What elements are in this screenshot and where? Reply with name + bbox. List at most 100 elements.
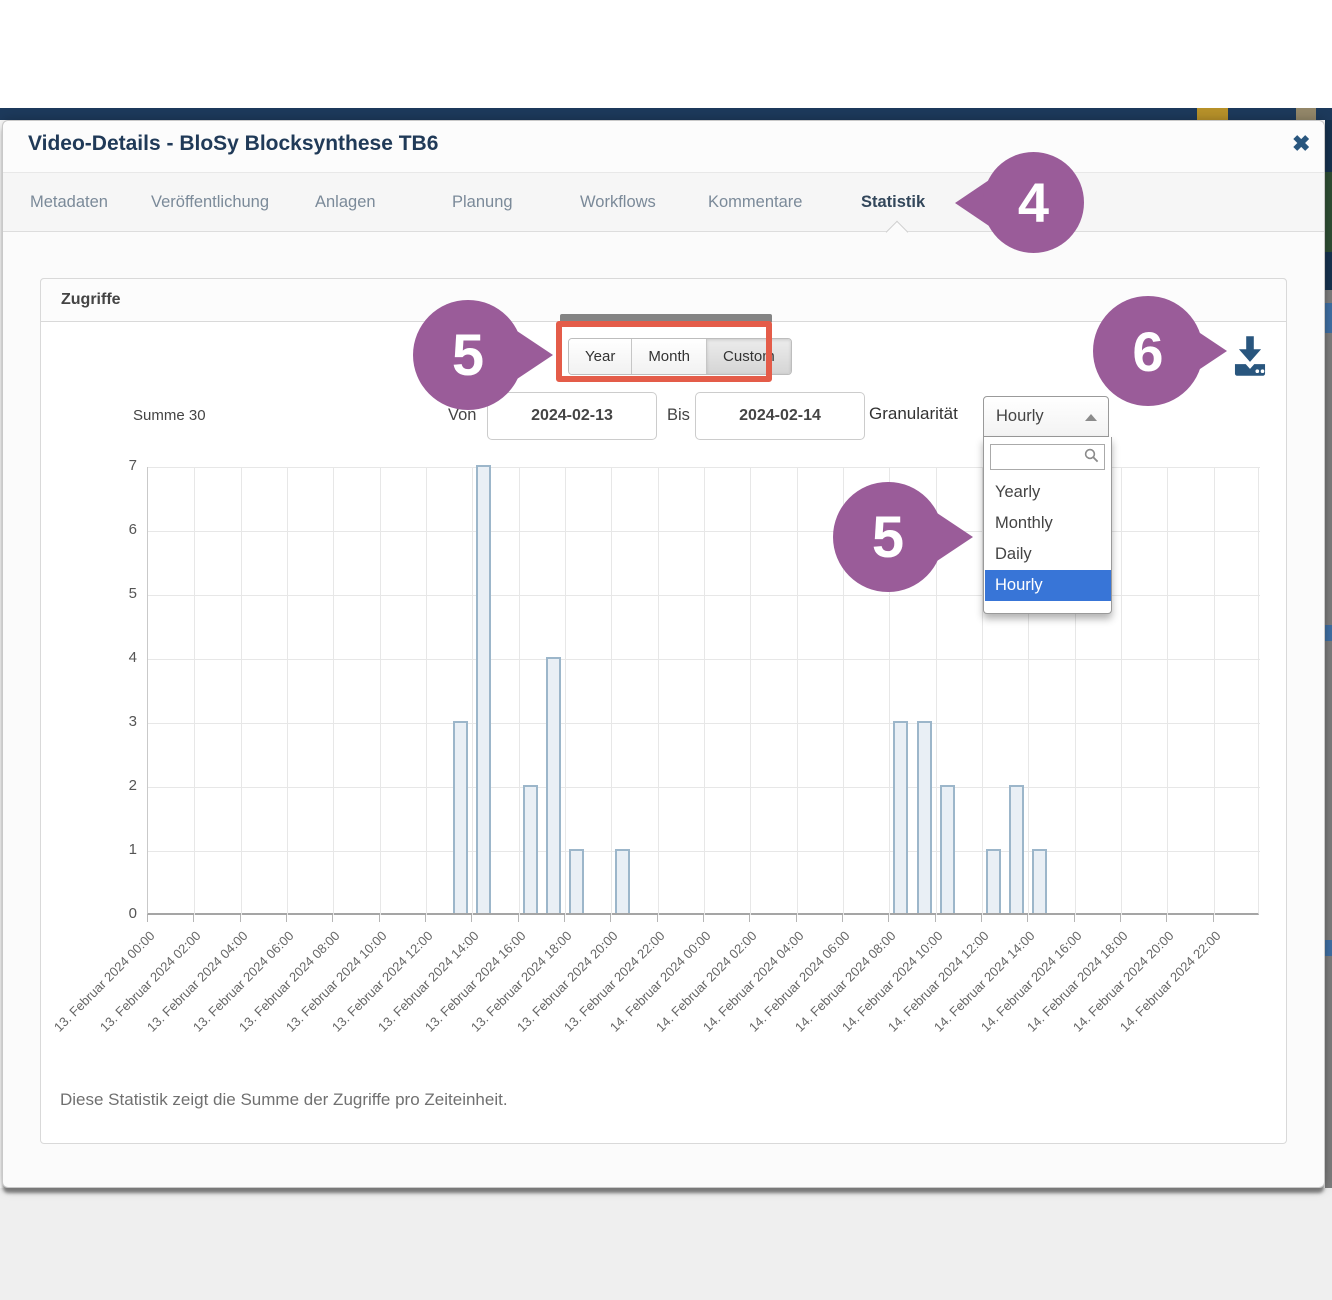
bar-chart-plot-area bbox=[147, 465, 1260, 915]
gridline-vertical bbox=[1074, 467, 1076, 915]
modal-title: Video-Details - BloSy Blocksynthese TB6 bbox=[28, 132, 439, 155]
background-page-area bbox=[0, 1188, 1332, 1300]
x-axis-tick bbox=[610, 915, 612, 922]
gridline-vertical bbox=[240, 467, 242, 915]
background-segment bbox=[1325, 252, 1332, 290]
y-axis-tick-label: 7 bbox=[128, 457, 137, 474]
close-icon[interactable]: ✖ bbox=[1292, 131, 1311, 156]
gridline-vertical bbox=[1121, 467, 1122, 915]
gridline-vertical bbox=[750, 467, 752, 915]
background-segment bbox=[1325, 172, 1332, 252]
gridline-vertical bbox=[796, 467, 798, 915]
month-range-button[interactable]: Month bbox=[632, 339, 708, 374]
bis-date-input[interactable] bbox=[695, 392, 865, 440]
modal-header: Video-Details - BloSy Blocksynthese TB6 … bbox=[3, 121, 1324, 173]
option-daily[interactable]: Daily bbox=[995, 545, 1032, 563]
gridline-vertical bbox=[657, 467, 659, 915]
chart-bar bbox=[545, 657, 561, 913]
tab-metadaten[interactable]: Metadaten bbox=[30, 193, 108, 211]
background-segment bbox=[1325, 625, 1332, 641]
von-date-input[interactable] bbox=[487, 392, 657, 440]
sum-label: Summe 30 bbox=[133, 407, 206, 424]
granularity-dropdown: Yearly Monthly Daily Hourly bbox=[983, 437, 1112, 614]
option-monthly[interactable]: Monthly bbox=[995, 514, 1053, 532]
gridline-vertical bbox=[194, 467, 196, 915]
annotation-pointer-4: 4 bbox=[955, 152, 1085, 253]
y-axis-tick-label: 6 bbox=[128, 521, 137, 538]
granularity-select[interactable]: Hourly bbox=[983, 396, 1109, 437]
x-axis-tick bbox=[564, 915, 565, 922]
x-axis-tick bbox=[934, 915, 936, 922]
annotation-number: 4 bbox=[1017, 171, 1050, 234]
x-axis-tick bbox=[1212, 915, 1214, 922]
x-axis-tick bbox=[1073, 915, 1075, 922]
custom-range-button[interactable]: Custom bbox=[707, 339, 791, 374]
pointer-circle: 5 bbox=[413, 300, 523, 410]
tab-statistik[interactable]: Statistik bbox=[861, 193, 926, 211]
gridline-vertical bbox=[333, 467, 335, 915]
tab-anlagen[interactable]: Anlagen bbox=[315, 193, 376, 211]
background-tan-block bbox=[1296, 108, 1316, 120]
tab-ver-ffentlichung[interactable]: Veröffentlichung bbox=[151, 193, 270, 211]
chart-bar bbox=[1009, 785, 1025, 913]
x-axis-tick bbox=[286, 915, 287, 922]
y-axis-tick-label: 0 bbox=[128, 905, 137, 922]
x-axis-tick bbox=[471, 915, 473, 922]
annotation-number: 6 bbox=[1132, 319, 1164, 383]
pointer-circle: 5 bbox=[833, 482, 943, 592]
annotation-number: 5 bbox=[451, 322, 485, 388]
x-axis-tick bbox=[425, 915, 426, 922]
background-segment bbox=[1325, 120, 1332, 172]
annotation-pointer-5-range: 5 bbox=[413, 300, 553, 410]
x-axis-tick bbox=[1120, 915, 1121, 922]
chart-bar bbox=[893, 721, 909, 913]
gridline-vertical bbox=[889, 467, 891, 915]
gridline-vertical bbox=[426, 467, 427, 915]
tab-kommentare[interactable]: Kommentare bbox=[708, 193, 803, 211]
range-button-group: Year Month Custom bbox=[568, 338, 792, 375]
download-button[interactable] bbox=[1231, 334, 1269, 378]
chart-bar bbox=[615, 849, 631, 913]
x-axis-tick bbox=[842, 915, 843, 922]
x-axis-tick bbox=[1027, 915, 1029, 922]
year-range-button[interactable]: Year bbox=[569, 339, 633, 374]
download-icon bbox=[1234, 336, 1266, 376]
x-axis-tick bbox=[656, 915, 658, 922]
annotation-number: 5 bbox=[871, 504, 905, 570]
granularity-selected-value: Hourly bbox=[996, 407, 1044, 425]
pointer-circle: 6 bbox=[1093, 296, 1203, 406]
granularity-label: Granularität bbox=[869, 404, 958, 423]
x-axis-tick bbox=[332, 915, 334, 922]
option-hourly[interactable]: Hourly bbox=[985, 570, 1111, 601]
y-axis-tick-label: 4 bbox=[128, 649, 137, 666]
y-axis-tick-label: 3 bbox=[128, 713, 137, 730]
background-gold-block bbox=[1197, 108, 1228, 120]
x-axis-tick bbox=[147, 915, 148, 922]
tab-workflows[interactable]: Workflows bbox=[580, 193, 656, 211]
chart-bar bbox=[476, 465, 492, 913]
gridline-vertical bbox=[982, 467, 983, 915]
gridline-vertical bbox=[704, 467, 705, 915]
tab-bar: Metadaten Veröffentlichung Anlagen Planung W… bbox=[3, 173, 1324, 232]
chart-bar bbox=[522, 785, 538, 913]
gridline-vertical bbox=[1167, 467, 1169, 915]
gridline-vertical bbox=[843, 467, 844, 915]
option-yearly[interactable]: Yearly bbox=[995, 483, 1041, 501]
chart-bar bbox=[916, 721, 932, 913]
x-axis-tick bbox=[703, 915, 704, 922]
y-axis-tick-label: 5 bbox=[128, 585, 137, 602]
chart-bar bbox=[1032, 849, 1048, 913]
x-axis-tick bbox=[1166, 915, 1168, 922]
x-axis-tick bbox=[378, 915, 380, 922]
chevron-up-icon bbox=[1085, 414, 1097, 421]
tab-planung[interactable]: Planung bbox=[452, 193, 513, 211]
y-axis-tick-label: 1 bbox=[128, 841, 137, 858]
y-axis-tick-label: 2 bbox=[128, 777, 137, 794]
background-segment bbox=[1325, 940, 1332, 956]
gridline-vertical bbox=[287, 467, 288, 915]
annotation-pointer-5-granularity: 5 bbox=[833, 482, 973, 592]
gridline-vertical bbox=[1028, 467, 1030, 915]
x-axis-tick bbox=[795, 915, 797, 922]
chart-footer-note: Diese Statistik zeigt die Summe der Zugr… bbox=[60, 1090, 508, 1109]
